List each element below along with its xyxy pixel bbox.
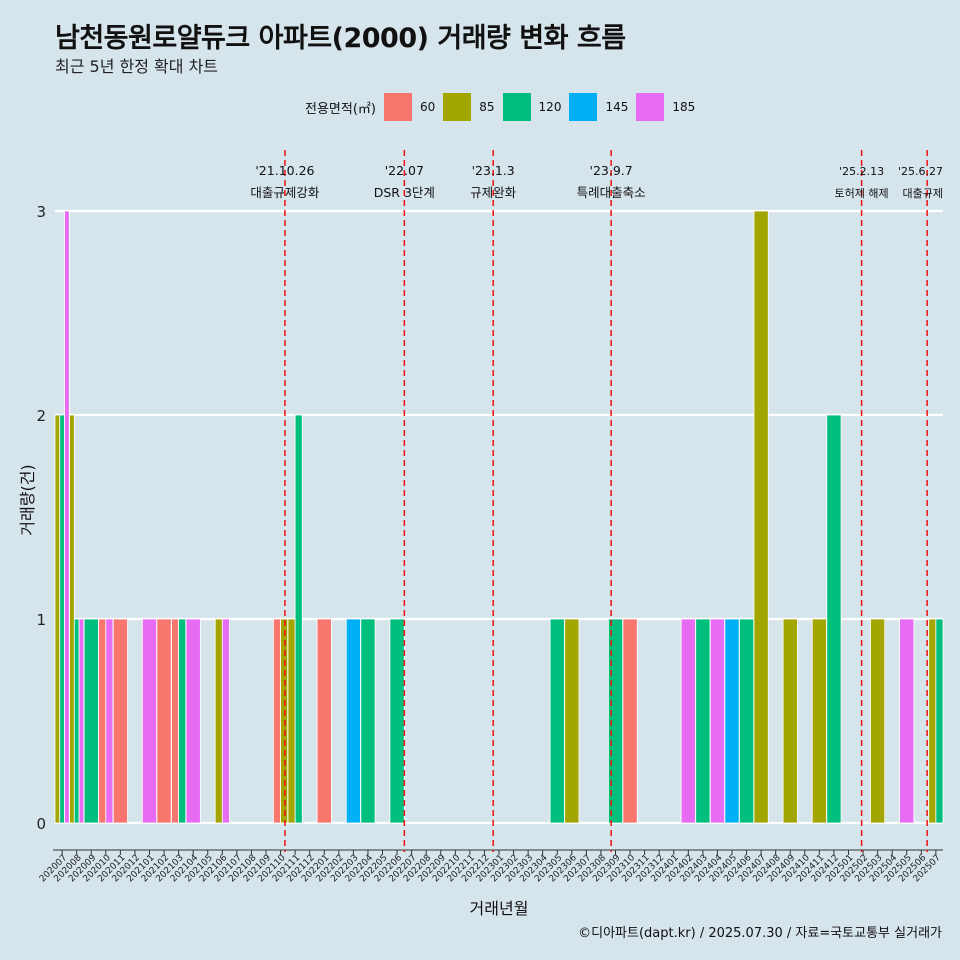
legend-swatch-85 <box>443 93 472 121</box>
bar <box>724 618 740 824</box>
bar <box>870 618 886 824</box>
event-date-label: '25.2.13 <box>839 165 884 178</box>
bar <box>221 618 230 824</box>
bar <box>280 618 289 824</box>
event-text-label: DSR 3단계 <box>374 185 435 200</box>
y-tick-label: 2 <box>36 407 46 425</box>
legend-label-185: 185 <box>672 100 696 114</box>
bar <box>928 618 937 824</box>
bar <box>69 414 75 824</box>
bar <box>105 618 114 824</box>
legend-title: 전용면적(㎡) <box>305 101 376 117</box>
bar <box>54 414 61 824</box>
bar <box>178 618 187 824</box>
bar <box>185 618 201 824</box>
bar <box>73 618 80 824</box>
legend-swatch-185 <box>636 93 665 121</box>
bar <box>935 618 944 824</box>
event-text-label: 대출규제강화 <box>250 185 320 200</box>
bar <box>826 414 842 824</box>
bar <box>680 618 696 824</box>
bar <box>171 618 180 824</box>
legend-item-85: 85 <box>443 93 495 121</box>
bar <box>549 618 565 824</box>
bar <box>345 618 361 824</box>
legend-swatch-120 <box>502 93 531 121</box>
bar <box>59 414 65 824</box>
legend-item-60: 60 <box>383 93 436 121</box>
bar <box>98 618 107 824</box>
y-axis-title: 거래량(건) <box>18 464 37 535</box>
legend-label-85: 85 <box>479 100 495 114</box>
bar <box>287 618 296 824</box>
event-date-label: '25.6.27 <box>898 165 943 178</box>
bar <box>695 618 711 824</box>
event-text-label: 토허제 해제 <box>835 186 889 200</box>
event-text-label: 특례대출축소 <box>577 185 646 200</box>
bar <box>564 618 580 824</box>
event-date-label: '21.10.26 <box>255 163 314 178</box>
event-date-label: '22.07 <box>385 163 424 178</box>
chart-title: 남천동원로얄듀크 아파트(2000) 거래량 변화 흐름 <box>55 23 626 54</box>
legend-label-145: 145 <box>605 100 629 114</box>
event-text-label: 규제완화 <box>470 185 517 200</box>
bar <box>294 414 303 824</box>
event-date-label: '23.1.3 <box>472 163 515 178</box>
bar <box>141 618 158 824</box>
bar <box>622 618 638 824</box>
legend-item-120: 120 <box>502 93 562 121</box>
bar <box>739 618 755 824</box>
bar <box>360 618 376 824</box>
source-caption: ©디아파트(dapt.kr) / 2025.07.30 / 자료=국토교통부 실… <box>578 926 942 941</box>
chart-subtitle: 최근 5년 한정 확대 차트 <box>55 57 219 76</box>
x-axis-title: 거래년월 <box>470 899 529 918</box>
event-text-label: 대출규제 <box>903 187 943 200</box>
bar <box>112 618 128 824</box>
legend-swatch-145 <box>569 93 598 121</box>
bar <box>753 210 769 824</box>
event-date-label: '23.9.7 <box>590 163 633 178</box>
bar <box>811 618 827 824</box>
y-tick-label: 1 <box>36 611 46 629</box>
bar <box>389 618 405 824</box>
legend-label-120: 120 <box>538 100 562 114</box>
bar <box>782 618 798 824</box>
legend: 전용면적(㎡) 60 85 120 145 185 <box>305 93 703 121</box>
bar <box>78 618 85 824</box>
legend-swatch-60 <box>383 93 412 121</box>
legend-item-185: 185 <box>636 93 695 121</box>
y-tick-label: 3 <box>36 203 46 221</box>
bar <box>899 618 915 824</box>
legend-label-60: 60 <box>419 100 436 114</box>
legend-item-145: 145 <box>569 93 628 121</box>
bar <box>273 618 281 824</box>
y-tick-label: 0 <box>36 815 46 833</box>
bar <box>156 618 172 824</box>
bar <box>64 210 70 824</box>
bar <box>709 618 725 824</box>
bar <box>214 618 223 824</box>
bar <box>316 618 332 824</box>
bar <box>83 618 99 824</box>
